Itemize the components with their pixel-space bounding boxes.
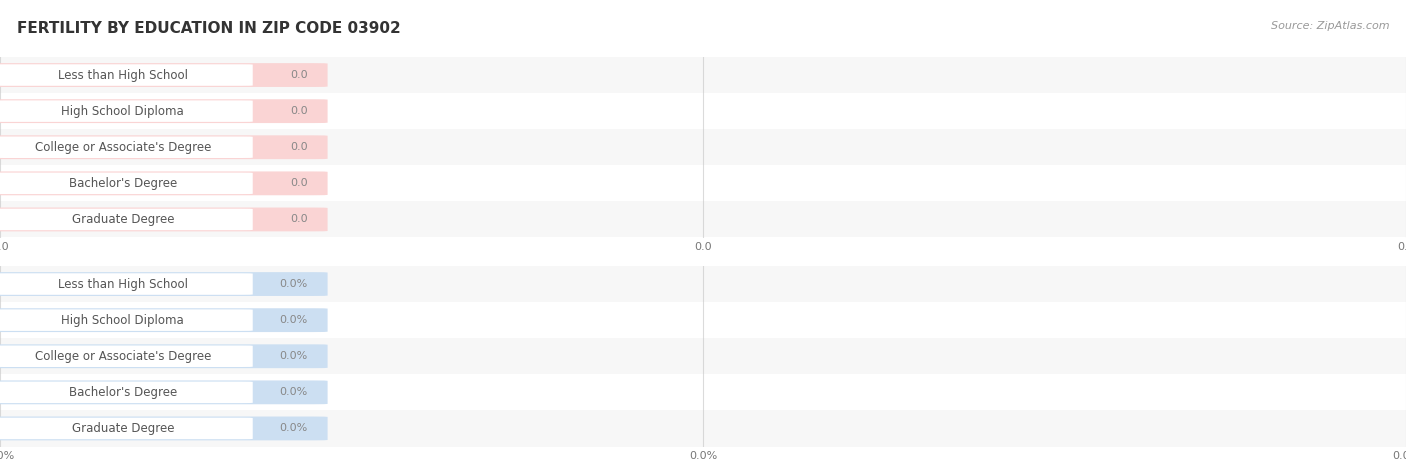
Text: Graduate Degree: Graduate Degree bbox=[72, 422, 174, 435]
FancyBboxPatch shape bbox=[0, 418, 253, 439]
Bar bbox=[0, 165, 1406, 201]
Bar bbox=[0, 201, 1406, 238]
Bar bbox=[0, 410, 1406, 446]
FancyBboxPatch shape bbox=[0, 209, 253, 230]
FancyBboxPatch shape bbox=[0, 136, 253, 158]
Text: 0.0: 0.0 bbox=[290, 214, 308, 225]
FancyBboxPatch shape bbox=[0, 208, 328, 231]
Text: College or Associate's Degree: College or Associate's Degree bbox=[35, 141, 211, 154]
Text: FERTILITY BY EDUCATION IN ZIP CODE 03902: FERTILITY BY EDUCATION IN ZIP CODE 03902 bbox=[17, 21, 401, 37]
Text: 0.0%: 0.0% bbox=[280, 315, 308, 325]
Bar bbox=[0, 374, 1406, 410]
FancyBboxPatch shape bbox=[0, 344, 328, 368]
FancyBboxPatch shape bbox=[0, 99, 328, 123]
Text: Bachelor's Degree: Bachelor's Degree bbox=[69, 386, 177, 399]
Text: 0.0%: 0.0% bbox=[280, 279, 308, 289]
Bar bbox=[0, 57, 1406, 93]
FancyBboxPatch shape bbox=[0, 172, 253, 194]
FancyBboxPatch shape bbox=[0, 345, 253, 367]
Text: Bachelor's Degree: Bachelor's Degree bbox=[69, 177, 177, 190]
FancyBboxPatch shape bbox=[0, 63, 328, 87]
Text: Graduate Degree: Graduate Degree bbox=[72, 213, 174, 226]
Text: 0.0: 0.0 bbox=[290, 70, 308, 80]
FancyBboxPatch shape bbox=[0, 171, 328, 195]
Bar bbox=[0, 129, 1406, 165]
Bar bbox=[0, 266, 1406, 302]
FancyBboxPatch shape bbox=[0, 308, 328, 332]
Text: 0.0%: 0.0% bbox=[280, 351, 308, 361]
Text: High School Diploma: High School Diploma bbox=[62, 104, 184, 118]
FancyBboxPatch shape bbox=[0, 100, 253, 122]
FancyBboxPatch shape bbox=[0, 135, 328, 159]
Text: Less than High School: Less than High School bbox=[58, 277, 188, 291]
Text: High School Diploma: High School Diploma bbox=[62, 314, 184, 327]
Text: Source: ZipAtlas.com: Source: ZipAtlas.com bbox=[1271, 21, 1389, 31]
Text: 0.0: 0.0 bbox=[290, 142, 308, 152]
Text: Less than High School: Less than High School bbox=[58, 68, 188, 82]
FancyBboxPatch shape bbox=[0, 64, 253, 86]
Text: 0.0: 0.0 bbox=[290, 178, 308, 189]
Text: 0.0%: 0.0% bbox=[280, 423, 308, 434]
Text: College or Associate's Degree: College or Associate's Degree bbox=[35, 350, 211, 363]
Text: 0.0%: 0.0% bbox=[280, 387, 308, 398]
Bar bbox=[0, 93, 1406, 129]
FancyBboxPatch shape bbox=[0, 380, 328, 404]
FancyBboxPatch shape bbox=[0, 272, 328, 296]
FancyBboxPatch shape bbox=[0, 417, 328, 440]
FancyBboxPatch shape bbox=[0, 273, 253, 295]
FancyBboxPatch shape bbox=[0, 309, 253, 331]
FancyBboxPatch shape bbox=[0, 381, 253, 403]
Bar bbox=[0, 302, 1406, 338]
Text: 0.0: 0.0 bbox=[290, 106, 308, 116]
Bar bbox=[0, 338, 1406, 374]
